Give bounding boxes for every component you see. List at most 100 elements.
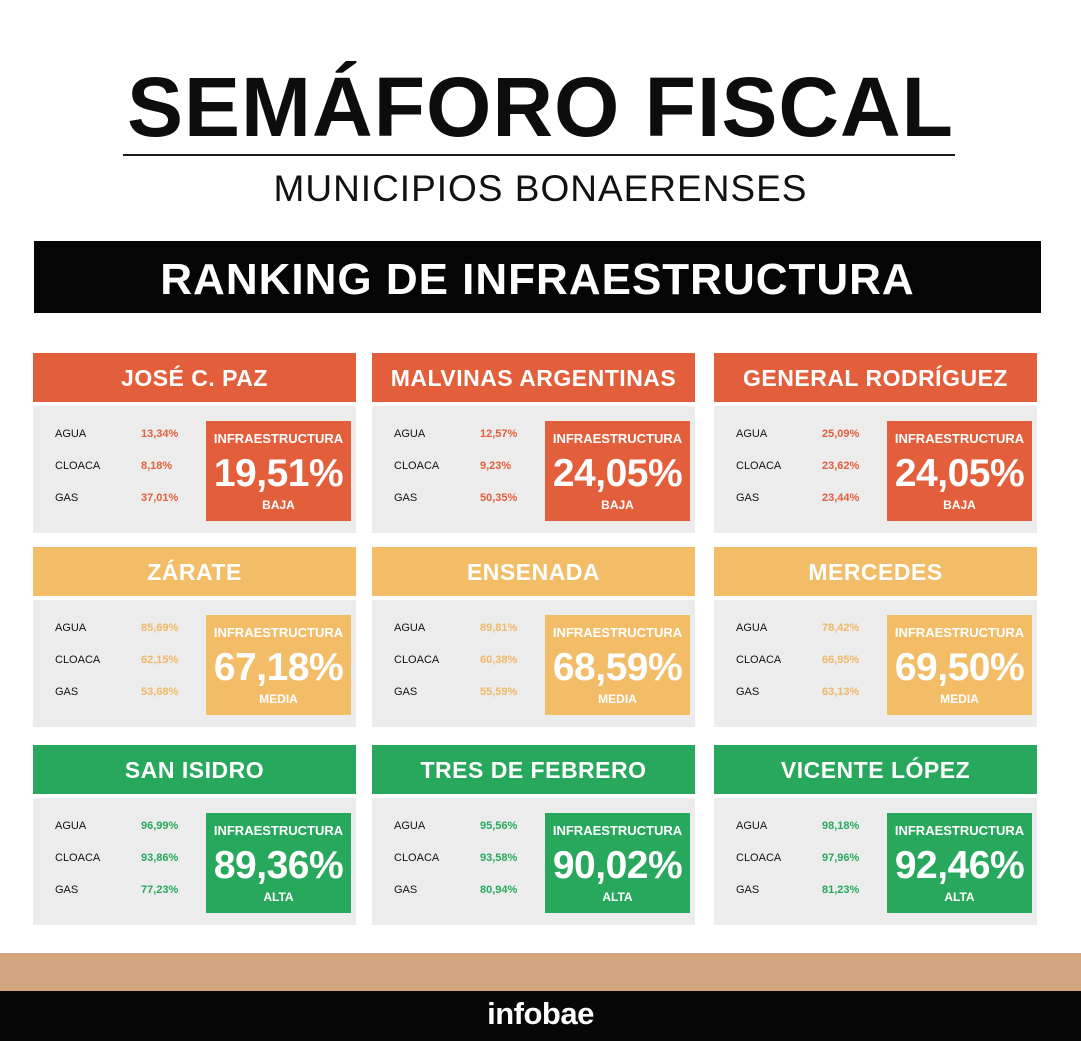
- cloaca-value: 8,18%: [141, 460, 173, 472]
- gas-value: 50,35%: [480, 492, 518, 504]
- section-header: RANKING DE INFRAESTRUCTURA: [34, 241, 1041, 313]
- infrastructure-score: 67,18%: [213, 646, 344, 689]
- agua-value: 13,34%: [141, 428, 179, 440]
- agua-row: AGUA 13,34%: [55, 426, 215, 442]
- agua-row: AGUA 85,69%: [55, 620, 215, 636]
- gas-label: GAS: [394, 884, 418, 896]
- infrastructure-score: 89,36%: [213, 844, 344, 887]
- municipality-name: TRES DE FEBRERO: [372, 745, 695, 794]
- cloaca-value: 60,38%: [480, 654, 518, 666]
- agua-value: 98,18%: [822, 820, 860, 832]
- agua-label: AGUA: [55, 820, 87, 832]
- municipality-name: ENSENADA: [372, 547, 695, 596]
- agua-row: AGUA 98,18%: [736, 818, 896, 834]
- gas-row: GAS 63,13%: [736, 684, 896, 700]
- infrastructure-level: MEDIA: [940, 692, 979, 706]
- infrastructure-score-box: INFRAESTRUCTURA 89,36% ALTA: [206, 813, 351, 913]
- municipality-name: MERCEDES: [714, 547, 1037, 596]
- infrastructure-score: 68,59%: [552, 646, 683, 689]
- infrastructure-score-box: INFRAESTRUCTURA 68,59% MEDIA: [545, 615, 690, 715]
- agua-value: 12,57%: [480, 428, 518, 440]
- card-body: AGUA 78,42% CLOACA 66,95% GAS 63,13% INFRAE…: [714, 600, 1037, 727]
- municipality-card: SAN ISIDRO AGUA 96,99% CLOACA 93,86% GAS 77…: [33, 745, 356, 925]
- infrastructure-caption: INFRAESTRUCTURA: [552, 625, 683, 640]
- footer: infobae: [0, 991, 1081, 1041]
- decorative-band: [0, 953, 1081, 991]
- municipality-card: ENSENADA AGUA 89,81% CLOACA 60,38% GAS 55,5…: [372, 547, 695, 727]
- gas-label: GAS: [736, 884, 760, 896]
- gas-label: GAS: [736, 686, 760, 698]
- agua-row: AGUA 78,42%: [736, 620, 896, 636]
- infrastructure-score: 24,05%: [552, 452, 683, 495]
- agua-row: AGUA 25,09%: [736, 426, 896, 442]
- infrastructure-caption: INFRAESTRUCTURA: [213, 823, 344, 838]
- cloaca-row: CLOACA 97,96%: [736, 850, 896, 866]
- infrastructure-score-box: INFRAESTRUCTURA 92,46% ALTA: [887, 813, 1032, 913]
- gas-label: GAS: [394, 686, 418, 698]
- cloaca-value: 93,58%: [480, 852, 518, 864]
- infrastructure-caption: INFRAESTRUCTURA: [552, 823, 683, 838]
- infrastructure-caption: INFRAESTRUCTURA: [213, 625, 344, 640]
- card-body: AGUA 95,56% CLOACA 93,58% GAS 80,94% INFRAE…: [372, 798, 695, 925]
- gas-label: GAS: [55, 686, 79, 698]
- title-divider: [123, 154, 955, 156]
- infrastructure-level: MEDIA: [259, 692, 298, 706]
- agua-row: AGUA 89,81%: [394, 620, 554, 636]
- cloaca-label: CLOACA: [736, 654, 782, 666]
- agua-value: 85,69%: [141, 622, 179, 634]
- infrastructure-score: 92,46%: [894, 844, 1025, 887]
- gas-value: 77,23%: [141, 884, 179, 896]
- gas-row: GAS 81,23%: [736, 882, 896, 898]
- gas-value: 23,44%: [822, 492, 860, 504]
- agua-label: AGUA: [394, 622, 426, 634]
- infrastructure-caption: INFRAESTRUCTURA: [894, 823, 1025, 838]
- agua-row: AGUA 12,57%: [394, 426, 554, 442]
- infrastructure-level: MEDIA: [598, 692, 637, 706]
- cloaca-value: 93,86%: [141, 852, 179, 864]
- infobae-logo: infobae: [487, 996, 594, 1031]
- agua-label: AGUA: [55, 622, 87, 634]
- municipality-card: MALVINAS ARGENTINAS AGUA 12,57% CLOACA 9,2…: [372, 353, 695, 533]
- cloaca-label: CLOACA: [736, 852, 782, 864]
- agua-value: 78,42%: [822, 622, 860, 634]
- municipality-name: ZÁRATE: [33, 547, 356, 596]
- gas-label: GAS: [394, 492, 418, 504]
- gas-label: GAS: [55, 884, 79, 896]
- infrastructure-level: BAJA: [601, 498, 634, 512]
- municipality-name: MALVINAS ARGENTINAS: [372, 353, 695, 402]
- infrastructure-level: BAJA: [943, 498, 976, 512]
- cloaca-label: CLOACA: [394, 460, 440, 472]
- infrastructure-level: ALTA: [602, 890, 633, 904]
- card-body: AGUA 96,99% CLOACA 93,86% GAS 77,23% INFRAE…: [33, 798, 356, 925]
- card-body: AGUA 12,57% CLOACA 9,23% GAS 50,35% INFRAES…: [372, 406, 695, 533]
- infrastructure-score-box: INFRAESTRUCTURA 90,02% ALTA: [545, 813, 690, 913]
- page-title: SEMÁFORO FISCAL: [127, 60, 954, 154]
- cloaca-row: CLOACA 66,95%: [736, 652, 896, 668]
- page-subtitle: MUNICIPIOS BONAERENSES: [273, 168, 808, 209]
- municipality-card: GENERAL RODRÍGUEZ AGUA 25,09% CLOACA 23,62…: [714, 353, 1037, 533]
- gas-value: 37,01%: [141, 492, 179, 504]
- gas-value: 81,23%: [822, 884, 860, 896]
- cloaca-value: 62,15%: [141, 654, 179, 666]
- cloaca-value: 9,23%: [480, 460, 512, 472]
- agua-label: AGUA: [736, 820, 768, 832]
- cloaca-label: CLOACA: [394, 654, 440, 666]
- infrastructure-score-box: INFRAESTRUCTURA 19,51% BAJA: [206, 421, 351, 521]
- cloaca-label: CLOACA: [394, 852, 440, 864]
- agua-value: 96,99%: [141, 820, 179, 832]
- gas-value: 63,13%: [822, 686, 860, 698]
- infrastructure-score-box: INFRAESTRUCTURA 24,05% BAJA: [545, 421, 690, 521]
- municipality-card: JOSÉ C. PAZ AGUA 13,34% CLOACA 8,18% GAS 37…: [33, 353, 356, 533]
- infrastructure-caption: INFRAESTRUCTURA: [894, 431, 1025, 446]
- municipality-card: ZÁRATE AGUA 85,69% CLOACA 62,15% GAS 53,68%…: [33, 547, 356, 727]
- cloaca-row: CLOACA 9,23%: [394, 458, 554, 474]
- infrastructure-score-box: INFRAESTRUCTURA 24,05% BAJA: [887, 421, 1032, 521]
- gas-label: GAS: [55, 492, 79, 504]
- cloaca-row: CLOACA 23,62%: [736, 458, 896, 474]
- infrastructure-score: 19,51%: [213, 452, 344, 495]
- municipality-name: GENERAL RODRÍGUEZ: [714, 353, 1037, 402]
- infrastructure-caption: INFRAESTRUCTURA: [552, 431, 683, 446]
- cloaca-row: CLOACA 8,18%: [55, 458, 215, 474]
- gas-row: GAS 80,94%: [394, 882, 554, 898]
- cloaca-value: 66,95%: [822, 654, 860, 666]
